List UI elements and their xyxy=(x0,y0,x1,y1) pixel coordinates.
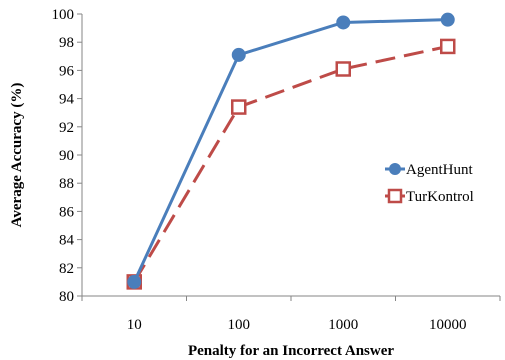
x-tick-label: 1000 xyxy=(328,317,358,333)
y-axis-title: Average Accuracy (%) xyxy=(9,83,25,228)
x-axis: 10 100 1000 10000 xyxy=(81,295,501,333)
legend-label-agenthunt: AgentHunt xyxy=(406,162,473,178)
y-tick-label: 100 xyxy=(52,7,75,23)
legend-marker-agenthunt xyxy=(389,163,401,175)
y-tick-label: 96 xyxy=(59,63,75,79)
x-tick-label: 100 xyxy=(228,317,251,333)
series-line-agenthunt xyxy=(132,18,448,283)
legend: AgentHunt TurKontrol xyxy=(385,162,474,205)
x-tick-label: 10000 xyxy=(429,317,467,333)
legend-item-turkontrol: TurKontrol xyxy=(385,188,474,205)
series-layer xyxy=(126,12,456,290)
data-point-agenthunt xyxy=(127,274,142,289)
data-point-agenthunt xyxy=(336,15,351,30)
series-agenthunt xyxy=(127,12,455,289)
y-tick-label: 84 xyxy=(59,233,75,249)
x-axis-title: Penalty for an Incorrect Answer xyxy=(188,343,394,359)
y-tick-label: 86 xyxy=(59,204,75,220)
y-tick-label: 80 xyxy=(59,289,74,305)
y-tick-label: 88 xyxy=(59,176,74,192)
data-point-turkontrol xyxy=(440,38,456,55)
x-tick-label: 10 xyxy=(127,317,142,333)
series-turkontrol xyxy=(126,38,456,290)
y-axis: 80 82 84 86 88 90 92 94 96 98 100 xyxy=(52,7,83,305)
data-point-agenthunt xyxy=(440,12,455,27)
y-tick-label: 94 xyxy=(59,92,75,108)
legend-item-agenthunt: AgentHunt xyxy=(385,162,473,178)
y-tick-label: 92 xyxy=(59,120,74,136)
x-tick-labels: 10 100 1000 10000 xyxy=(81,296,501,333)
y-tick-label: 90 xyxy=(59,148,74,164)
series-line-turkontrol xyxy=(132,44,449,283)
legend-label-turkontrol: TurKontrol xyxy=(406,189,474,205)
legend-marker-turkontrol xyxy=(387,188,403,204)
y-tick-label: 82 xyxy=(59,261,74,277)
y-tick-label: 98 xyxy=(59,35,74,51)
data-point-agenthunt xyxy=(231,47,246,62)
y-tick-labels: 80 82 84 86 88 90 92 94 96 98 100 xyxy=(52,7,82,305)
data-point-turkontrol xyxy=(231,99,247,115)
data-point-turkontrol xyxy=(335,61,351,77)
